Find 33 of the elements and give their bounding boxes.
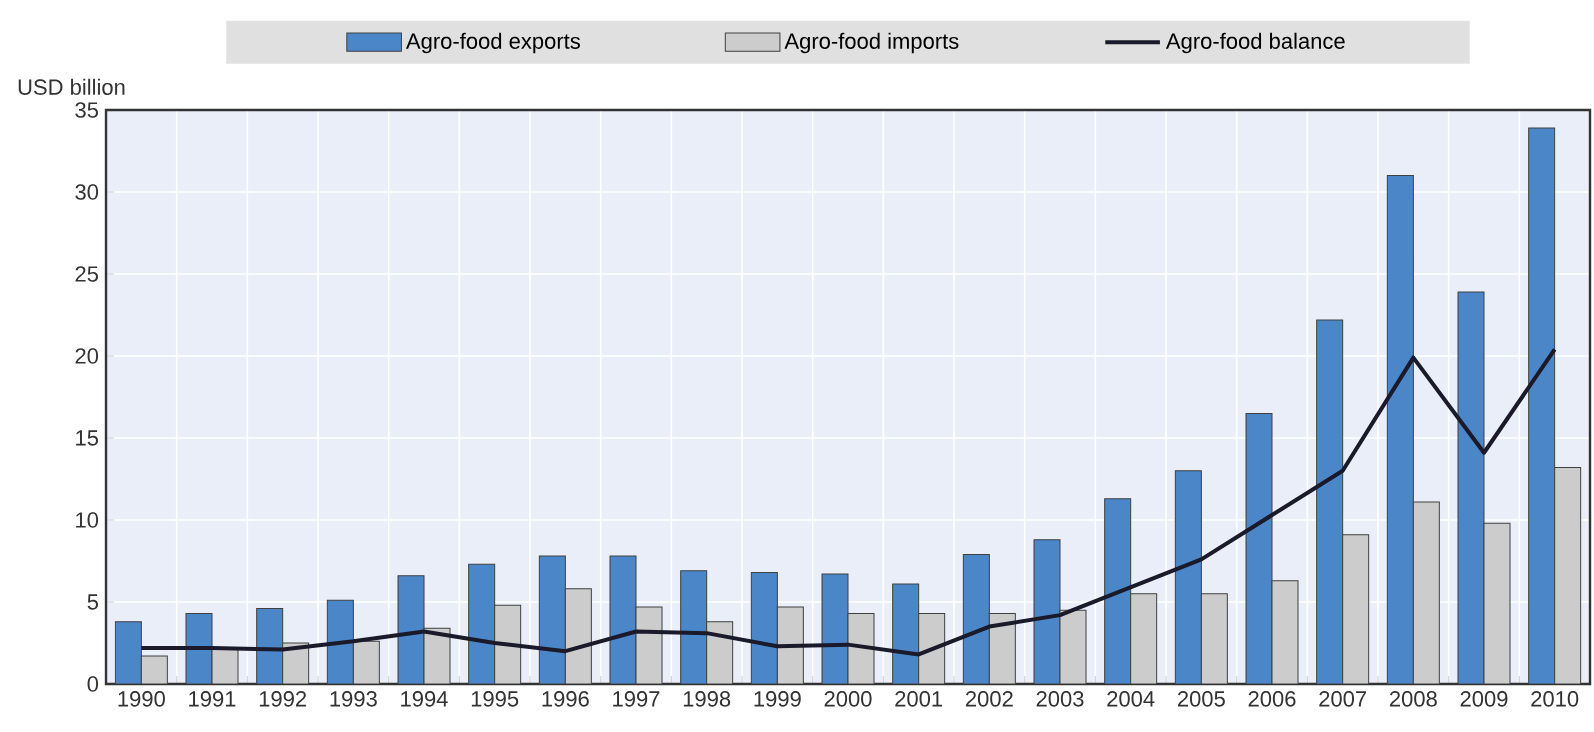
y-tick-label: 5 <box>87 594 98 610</box>
x-tick-label: 1994 <box>401 691 448 707</box>
x-tick-label: 2001 <box>895 691 943 707</box>
x-tick-label: 2007 <box>1319 691 1367 707</box>
x-tick-label: 1995 <box>471 691 519 707</box>
x-tick-label: 1993 <box>330 691 377 707</box>
y-tick-label: 0 <box>87 676 99 692</box>
x-tick-label: 2009 <box>1460 691 1508 707</box>
x-tick-label: 2008 <box>1389 691 1437 707</box>
y-tick-label: 10 <box>76 512 99 528</box>
x-tick-label: 2004 <box>1107 691 1155 707</box>
x-tick-label: 1991 <box>189 691 236 707</box>
x-tick-label: 2005 <box>1177 691 1225 707</box>
x-tick-label: 1990 <box>118 691 165 707</box>
x-tick-label: 1996 <box>542 691 589 707</box>
x-tick-label: 2000 <box>824 691 872 707</box>
x-tick-label: 1997 <box>613 691 660 707</box>
x-tick-label: 1992 <box>259 691 307 707</box>
x-tick-label: 2003 <box>1036 691 1084 707</box>
x-tick-label: 1999 <box>754 691 801 707</box>
legend-label: Agro-food balance <box>1165 32 1345 54</box>
x-tick-label: 2010 <box>1531 691 1579 707</box>
y-axis-title: USD billion <box>18 78 125 95</box>
legend-label: Agro-food exports <box>405 32 580 54</box>
y-tick-label: 30 <box>75 184 99 200</box>
x-tick-label: 1998 <box>683 691 731 707</box>
y-tick-label: 20 <box>75 348 99 364</box>
x-tick-label: 2002 <box>965 691 1013 707</box>
x-tick-label: 2006 <box>1248 691 1296 707</box>
y-tick-label: 15 <box>76 430 98 446</box>
y-tick-label: 35 <box>75 102 98 118</box>
y-tick-label: 25 <box>75 266 98 282</box>
legend-label: Agro-food imports <box>784 32 959 54</box>
